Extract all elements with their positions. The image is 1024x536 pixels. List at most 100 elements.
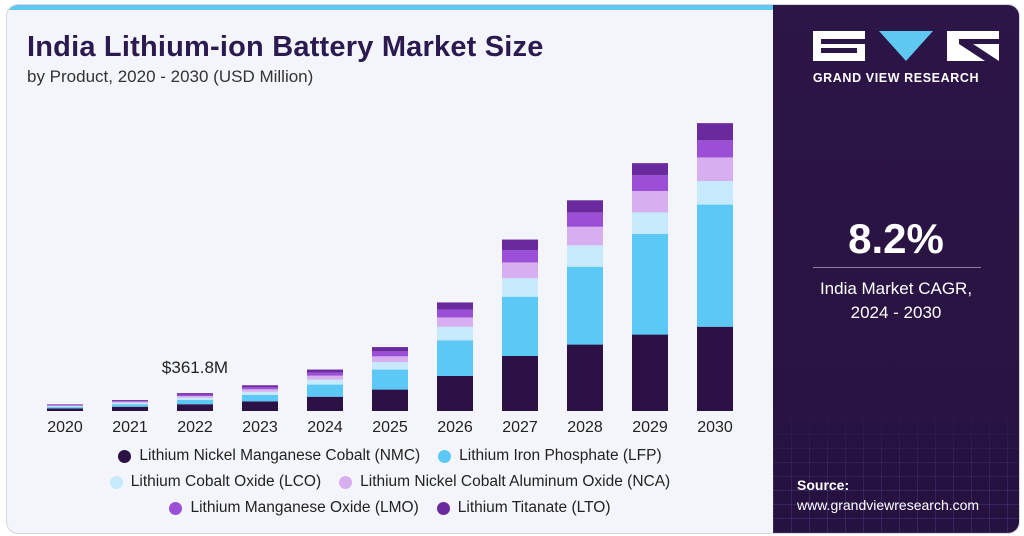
bar-segment-2028-1	[567, 266, 603, 345]
legend-item-lto: Lithium Titanate (LTO)	[436, 499, 611, 517]
bar-annotation-2022: $361.8M	[162, 358, 228, 377]
stacked-bar-chart: 2020 2021 2022 $361.8M 2023 2024 2025 2026 2027 2…	[47, 123, 733, 436]
source-label: Source:	[797, 477, 850, 493]
x-tick-label-2023: 2023	[242, 419, 278, 436]
bar-segment-2025-2	[372, 362, 408, 370]
bar-segment-2026-4	[437, 309, 473, 318]
bar-segment-2022-4	[177, 394, 213, 396]
bar-segment-2026-0	[437, 376, 473, 411]
bar-segment-2026-2	[437, 326, 473, 341]
bar-segment-2022-5	[177, 393, 213, 395]
brand-name: GRAND VIEW RESEARCH	[812, 71, 980, 85]
bar-segment-2027-5	[502, 239, 538, 251]
bar-segment-2030-0	[697, 326, 733, 411]
bar-segment-2029-1	[632, 233, 668, 335]
x-tick-label-2030: 2030	[697, 419, 733, 436]
legend-item-lco: Lithium Cobalt Oxide (LCO)	[109, 473, 322, 491]
top-accent-bar	[7, 5, 773, 10]
bar-segment-2030-3	[697, 157, 733, 181]
bar-segment-2021-3	[112, 401, 148, 403]
legend-label-lfp: Lithium Iron Phosphate (LFP)	[459, 447, 662, 464]
cagr-divider	[813, 267, 981, 268]
x-tick-label-2020: 2020	[47, 419, 83, 436]
x-tick-label-2026: 2026	[437, 419, 473, 436]
legend-label-nmc: Lithium Nickel Manganese Cobalt (NMC)	[139, 447, 421, 464]
legend-label-lco: Lithium Cobalt Oxide (LCO)	[130, 473, 322, 490]
legend-swatch-lco	[109, 475, 123, 489]
bar-segment-2023-2	[242, 391, 278, 395]
cagr-label-line-2: 2024 - 2030	[850, 303, 942, 322]
bar-segment-2021-0	[112, 406, 148, 411]
bar-segment-2021-1	[112, 404, 148, 407]
side-panel: GRAND VIEW RESEARCH 8.2% India Market CA…	[773, 5, 1019, 533]
bar-segment-2025-3	[372, 356, 408, 363]
cagr-value: 8.2%	[848, 215, 944, 262]
bar-segment-2027-1	[502, 296, 538, 356]
legend-row-1: Lithium Nickel Manganese Cobalt (NMC) Li…	[7, 443, 773, 469]
bar-segment-2022-3	[177, 396, 213, 398]
bar-segment-2024-4	[307, 372, 343, 376]
x-tick-label-2027: 2027	[502, 419, 538, 436]
bar-segment-2023-3	[242, 389, 278, 392]
chart-subtitle: by Product, 2020 - 2030 (USD Million)	[27, 67, 314, 86]
bar-segment-2022-2	[177, 397, 213, 400]
bar-segment-2025-4	[372, 351, 408, 357]
bar-segment-2024-3	[307, 375, 343, 380]
x-tick-label-2024: 2024	[307, 419, 343, 436]
bar-segment-2021-4	[112, 400, 148, 402]
bar-segment-2023-5	[242, 385, 278, 388]
bar-segment-2023-4	[242, 387, 278, 390]
bar-segment-2030-2	[697, 181, 733, 205]
bar-segment-2027-2	[502, 278, 538, 297]
legend-row-2: Lithium Cobalt Oxide (LCO) Lithium Nicke…	[7, 469, 773, 495]
legend-item-nmc: Lithium Nickel Manganese Cobalt (NMC)	[118, 447, 420, 465]
legend-label-lto: Lithium Titanate (LTO)	[457, 499, 611, 516]
legend-item-lfp: Lithium Iron Phosphate (LFP)	[438, 447, 662, 465]
bar-segment-2020-1	[47, 407, 83, 409]
bar-segment-2030-1	[697, 204, 733, 327]
grand-view-research-logo	[813, 31, 999, 61]
x-tick-label-2021: 2021	[112, 419, 148, 436]
bar-segment-2026-1	[437, 340, 473, 376]
legend-swatch-lfp	[438, 449, 452, 463]
chart-title: India Lithium-ion Battery Market Size	[27, 31, 544, 63]
x-tick-label-2025: 2025	[372, 419, 408, 436]
bar-segment-2023-1	[242, 394, 278, 402]
bar-segment-2020-0	[47, 408, 83, 411]
bar-segment-2026-5	[437, 302, 473, 310]
x-tick-label-2028: 2028	[567, 419, 603, 436]
legend-item-nca: Lithium Nickel Cobalt Aluminum Oxide (NC…	[339, 473, 670, 491]
bar-segment-2027-4	[502, 250, 538, 263]
bar-segment-2029-4	[632, 175, 668, 191]
chart-legend: Lithium Nickel Manganese Cobalt (NMC) Li…	[7, 443, 773, 521]
bar-segment-2026-3	[437, 317, 473, 327]
bar-segment-2029-5	[632, 163, 668, 176]
legend-swatch-lmo	[169, 501, 183, 515]
legend-row-3: Lithium Manganese Oxide (LMO) Lithium Ti…	[7, 495, 773, 521]
bar-segment-2020-3	[47, 405, 83, 407]
bar-segment-2025-0	[372, 389, 408, 411]
x-tick-label-2029: 2029	[632, 419, 668, 436]
cagr-label-line-1: India Market CAGR,	[819, 279, 973, 298]
x-tick-label-2022: 2022	[177, 419, 213, 436]
bar-segment-2020-2	[47, 406, 83, 408]
legend-label-nca: Lithium Nickel Cobalt Aluminum Oxide (NC…	[360, 473, 671, 490]
bar-segment-2028-3	[567, 226, 603, 246]
bar-segment-2027-3	[502, 262, 538, 279]
bar-segment-2024-0	[307, 396, 343, 411]
bar-segment-2029-2	[632, 212, 668, 234]
legend-swatch-nmc	[118, 449, 132, 463]
bar-segment-2030-4	[697, 140, 733, 158]
source-link[interactable]: www.grandviewresearch.com	[797, 497, 980, 513]
legend-label-lmo: Lithium Manganese Oxide (LMO)	[190, 499, 419, 516]
decorative-grid	[773, 403, 1019, 533]
bar-segment-2022-1	[177, 399, 213, 405]
bar-segment-2029-3	[632, 191, 668, 213]
bar-segment-2023-0	[242, 401, 278, 411]
legend-swatch-nca	[339, 475, 353, 489]
legend-swatch-lto	[436, 501, 450, 515]
bar-segment-2028-5	[567, 200, 603, 213]
bar-segment-2025-5	[372, 347, 408, 352]
bar-segment-2024-2	[307, 379, 343, 385]
bar-segment-2028-2	[567, 245, 603, 267]
